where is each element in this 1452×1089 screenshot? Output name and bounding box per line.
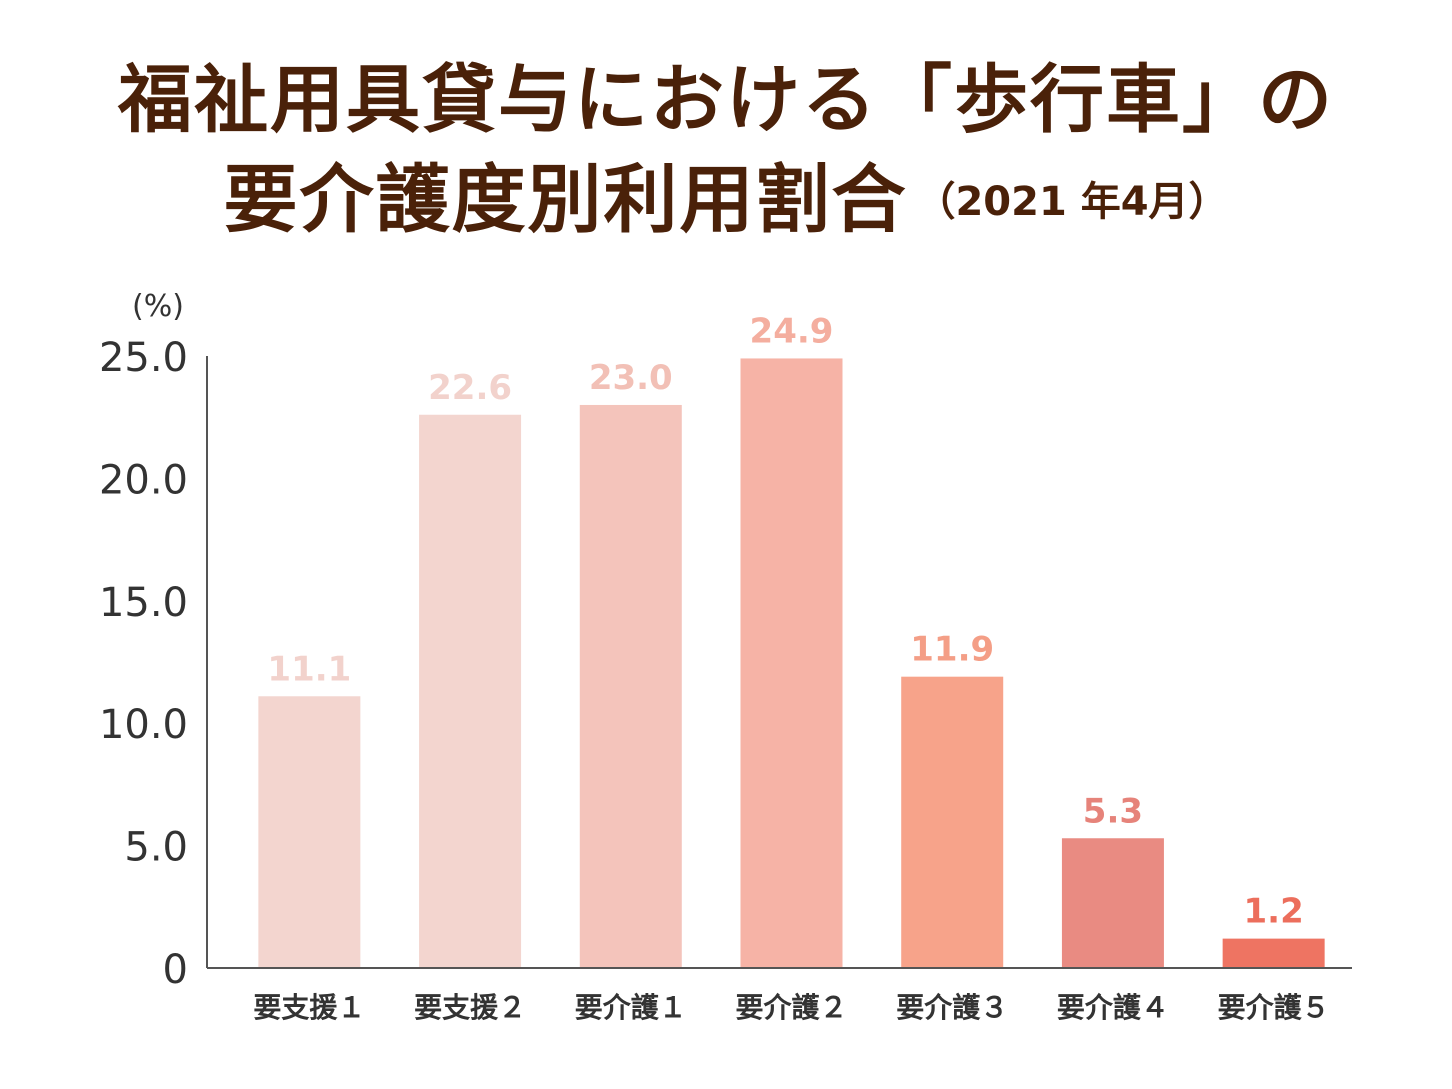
x-category-label: 要介護２ — [735, 991, 847, 1024]
y-tick-label: 5.0 — [124, 825, 188, 871]
bar — [1222, 938, 1325, 968]
bar — [1061, 838, 1164, 968]
x-category-label: 要介護１ — [575, 991, 687, 1024]
bar-value-label: 5.3 — [1083, 791, 1143, 831]
bar-value-label: 11.9 — [910, 630, 994, 670]
y-tick-label: 15.0 — [99, 580, 188, 626]
bar-value-label: 23.0 — [589, 358, 673, 398]
x-category-label: 要介護３ — [896, 991, 1008, 1024]
y-axis-unit-label: (%) — [132, 289, 184, 324]
y-tick-label: 25.0 — [99, 335, 188, 381]
x-category-label: 要介護５ — [1218, 991, 1330, 1024]
bar — [258, 696, 361, 968]
chart-title: 福祉用具貸与における「歩行車」の 要介護度別利用割合 （2021 年4月） — [0, 50, 1452, 252]
bar-value-label: 24.9 — [750, 311, 834, 351]
bar-value-label: 22.6 — [428, 368, 512, 408]
chart-title-line2: 要介護度別利用割合 （2021 年4月） — [0, 150, 1452, 252]
x-category-label: 要介護４ — [1057, 991, 1169, 1024]
chart-title-main: 要介護度別利用割合 — [223, 157, 908, 243]
y-tick-label: 0 — [163, 947, 188, 993]
x-category-label: 要支援１ — [253, 991, 365, 1024]
y-tick-label: 20.0 — [99, 457, 188, 503]
chart-title-line1: 福祉用具貸与における「歩行車」の — [118, 57, 1334, 143]
y-tick-label: 10.0 — [99, 702, 188, 748]
bar — [579, 404, 682, 969]
bar — [419, 414, 522, 968]
bar — [740, 358, 843, 968]
bar-value-label: 11.1 — [267, 649, 351, 689]
x-category-label: 要支援２ — [414, 991, 526, 1024]
chart-title-subtitle: （2021 年4月） — [915, 179, 1229, 225]
bar — [901, 676, 1004, 968]
bar-value-label: 1.2 — [1244, 892, 1304, 932]
